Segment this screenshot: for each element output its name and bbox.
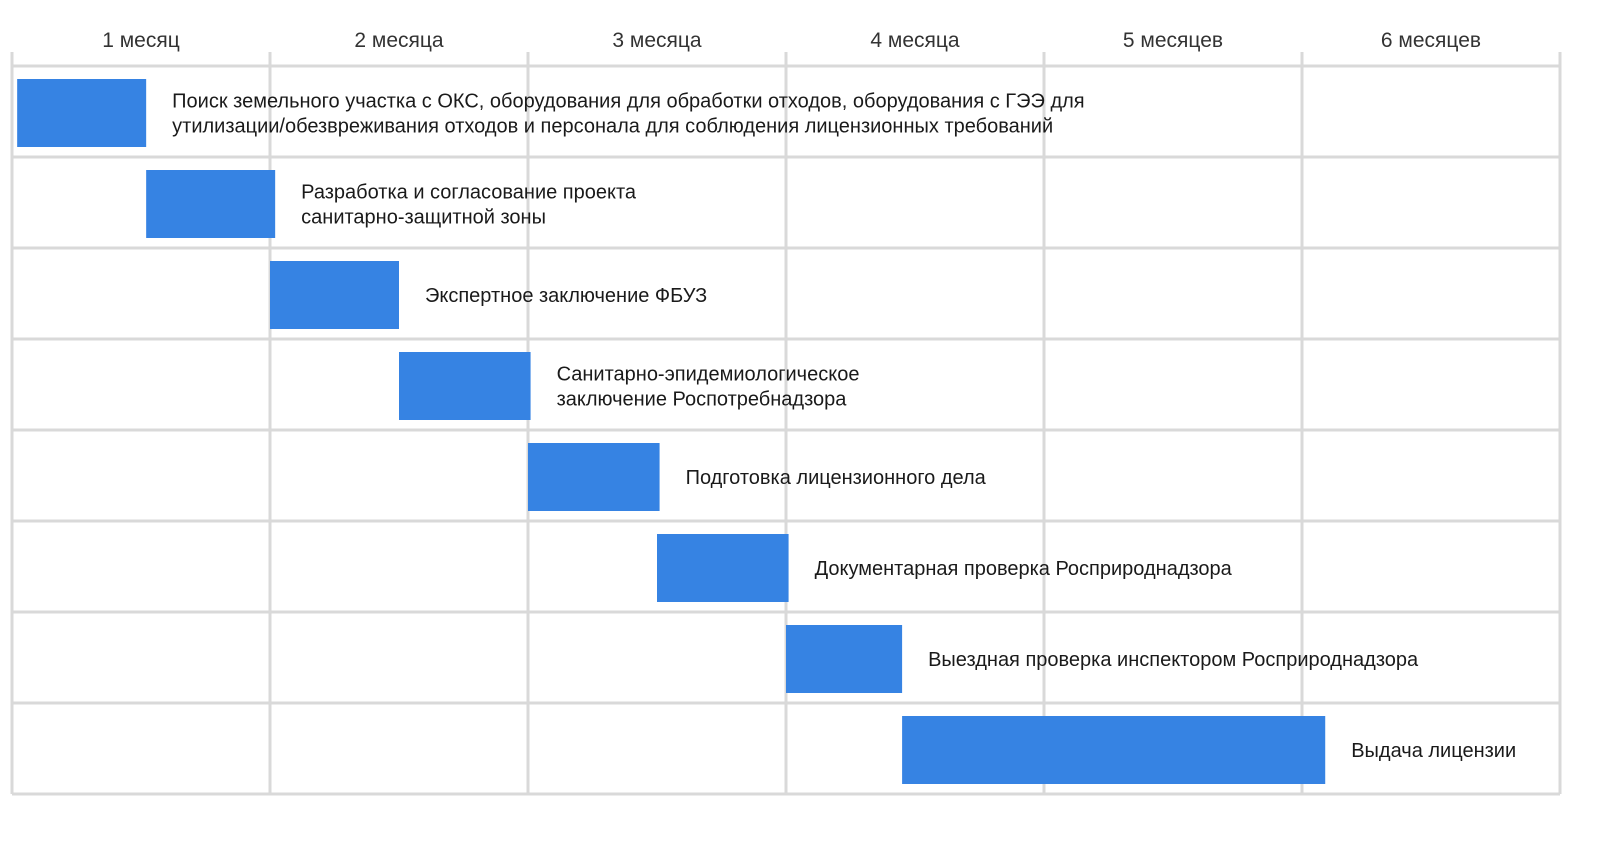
task-label: Подготовка лицензионного дела — [686, 467, 987, 489]
task-label: Документарная проверка Росприроднадзора — [815, 558, 1233, 580]
task-bar — [902, 716, 1326, 784]
task-bar — [786, 625, 903, 693]
task-label: Поиск земельного участка с ОКС, оборудов… — [172, 91, 1084, 138]
task-bar — [399, 352, 531, 420]
month-label: 4 месяца — [870, 29, 960, 52]
task-bar — [657, 534, 789, 602]
month-label: 1 месяц — [102, 29, 180, 52]
task-label: Выездная проверка инспектором Росприродн… — [928, 649, 1419, 671]
task-bar — [146, 170, 276, 238]
task-label: Санитарно-эпидемиологическое заключение Р… — [557, 364, 860, 411]
month-label: 5 месяцев — [1123, 29, 1223, 52]
task-bar — [270, 261, 399, 329]
task-label: Экспертное заключение ФБУЗ — [425, 285, 707, 307]
task-label: Разработка и согласование проекта санитар… — [301, 182, 637, 229]
task-label: Выдача лицензии — [1351, 740, 1516, 762]
month-label: 2 месяца — [354, 29, 444, 52]
month-label: 6 месяцев — [1381, 29, 1481, 52]
task-bar — [528, 443, 660, 511]
task-bar — [17, 79, 147, 147]
month-label: 3 месяца — [612, 29, 702, 52]
